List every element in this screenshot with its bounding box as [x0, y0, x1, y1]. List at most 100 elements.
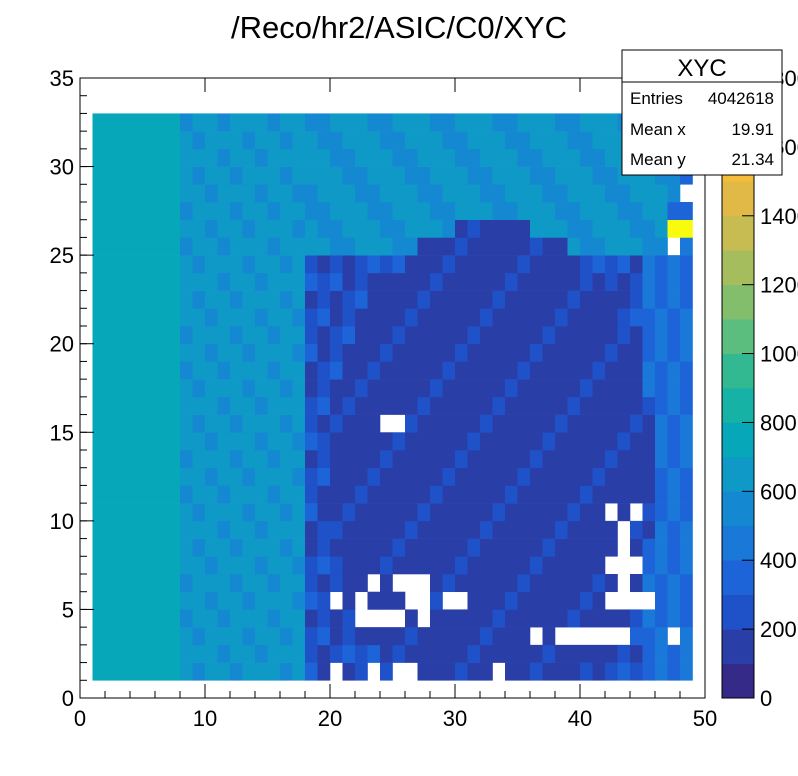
heatmap-cell [442, 644, 456, 663]
heatmap-cell [117, 485, 131, 504]
heatmap-cell [380, 379, 393, 398]
heatmap-cell [105, 627, 118, 646]
heatmap-cell [642, 379, 656, 398]
heatmap-cell [517, 290, 531, 309]
heatmap-cell [542, 361, 556, 380]
heatmap-cell [192, 556, 206, 575]
heatmap-cell [617, 255, 631, 274]
heatmap-cell [192, 520, 206, 539]
heatmap-cell [92, 485, 106, 504]
heatmap-cell [155, 237, 168, 256]
heatmap-cell [92, 361, 106, 380]
heatmap-cell [92, 503, 106, 522]
heatmap-cell [292, 272, 306, 291]
heatmap-cell [480, 255, 493, 274]
palette-tick-label: 1200 [760, 273, 798, 298]
heatmap-cell [180, 166, 193, 185]
heatmap-cell [342, 308, 356, 327]
heatmap-cell [517, 113, 531, 132]
plot-frame [79, 77, 706, 699]
heatmap-cell [255, 166, 268, 185]
heatmap-cell [142, 574, 156, 593]
heatmap-cell [180, 343, 193, 362]
heatmap-cell [580, 574, 593, 593]
heatmap-cell [667, 343, 681, 362]
heatmap-cell [680, 556, 693, 575]
heatmap-cell [317, 113, 331, 132]
heatmap-cell [467, 219, 481, 238]
heatmap-cell [142, 644, 156, 663]
heatmap-cell [205, 467, 218, 486]
heatmap-cell [542, 237, 556, 256]
heatmap-cell [542, 432, 556, 451]
heatmap-cell [230, 627, 243, 646]
heatmap-cell [392, 361, 406, 380]
x-tick-label: 30 [443, 706, 467, 731]
heatmap-cell [630, 414, 643, 433]
heatmap-cell [267, 556, 281, 575]
heatmap-cell [517, 538, 531, 557]
heatmap-cell [617, 414, 631, 433]
heatmap-cell [480, 326, 493, 345]
heatmap-cell [317, 432, 331, 451]
palette-swatch [722, 525, 754, 561]
heatmap-cell [255, 414, 268, 433]
heatmap-cell [417, 272, 431, 291]
heatmap-cell [142, 485, 156, 504]
heatmap-cell [217, 379, 231, 398]
heatmap-cell [492, 290, 506, 309]
heatmap-cell [342, 184, 356, 203]
heatmap-cell [630, 308, 643, 327]
stats-mean-x-label: Mean x [630, 120, 686, 139]
heatmap-cell [117, 131, 131, 150]
heatmap-cell [117, 396, 131, 415]
heatmap-cell [567, 237, 581, 256]
heatmap-cell [417, 290, 431, 309]
heatmap-cell [630, 290, 643, 309]
heatmap-cell [267, 308, 281, 327]
heatmap-cell [642, 450, 656, 469]
heatmap-cell [467, 644, 481, 663]
heatmap-cell [105, 113, 118, 132]
heatmap-cell [267, 166, 281, 185]
heatmap-cell [480, 627, 493, 646]
heatmap-cell [505, 237, 518, 256]
heatmap-cell [342, 237, 356, 256]
heatmap-cell [367, 644, 381, 663]
chart-title: /Reco/hr2/ASIC/C0/XYC [231, 10, 567, 45]
heatmap-cell [180, 379, 193, 398]
heatmap-cell [680, 396, 693, 415]
heatmap-cell [580, 467, 593, 486]
heatmap-cell [517, 644, 531, 663]
heatmap-cell [267, 574, 281, 593]
heatmap-cell [592, 644, 606, 663]
heatmap-cell [330, 113, 343, 132]
heatmap-cell [417, 326, 431, 345]
heatmap-cell [430, 184, 443, 203]
heatmap-cell [392, 255, 406, 274]
heatmap-cell [355, 379, 368, 398]
heatmap-cell [180, 272, 193, 291]
heatmap-cell [542, 467, 556, 486]
heatmap-cell [417, 520, 431, 539]
heatmap-cell [305, 113, 318, 132]
heatmap-cell [330, 148, 343, 167]
heatmap-cell [155, 662, 168, 681]
heatmap-cell [230, 662, 243, 681]
heatmap-cell [92, 308, 106, 327]
heatmap-cell [480, 467, 493, 486]
palette-swatch [722, 284, 754, 320]
heatmap-cell [105, 574, 118, 593]
heatmap-cell [330, 166, 343, 185]
heatmap-cell [355, 520, 368, 539]
heatmap-cell [280, 538, 293, 557]
heatmap-cell [580, 237, 593, 256]
heatmap-cell [430, 627, 443, 646]
heatmap-cell [592, 255, 606, 274]
heatmap-cell [155, 343, 168, 362]
heatmap-cell [342, 520, 356, 539]
heatmap-cell [455, 202, 468, 221]
heatmap-cell [505, 219, 518, 238]
heatmap-cell [630, 538, 643, 557]
heatmap-cell [255, 148, 268, 167]
